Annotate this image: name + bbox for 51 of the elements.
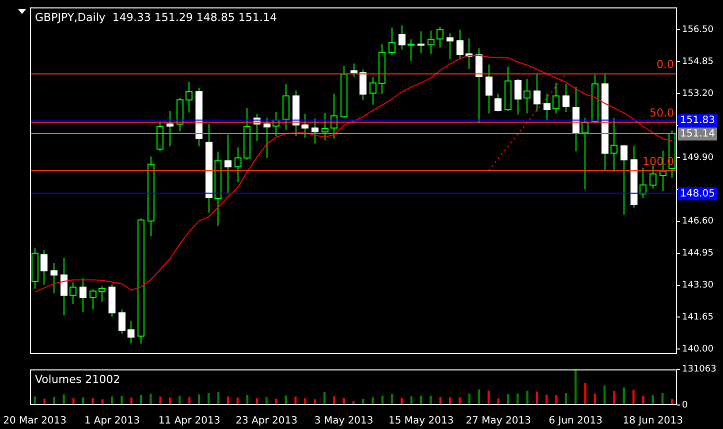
bar xyxy=(642,396,644,405)
y-tick-label: 131063 xyxy=(682,364,716,375)
y-tick-label: 153.20 xyxy=(682,88,714,99)
bar xyxy=(246,394,248,405)
bar xyxy=(671,398,674,405)
y-tick-label: 143.30 xyxy=(682,280,714,291)
chart-title: GBPJPY,Daily 149.33 151.29 148.85 151.14 xyxy=(35,10,277,24)
x-tick-label: 27 May 2013 xyxy=(466,416,531,427)
candlestick xyxy=(408,39,414,62)
y-tick-label: 154.85 xyxy=(682,56,714,67)
x-tick-label: 3 May 2013 xyxy=(314,416,374,427)
x-tick-label: 11 Apr 2013 xyxy=(158,416,220,427)
y-tick-label: 0 xyxy=(682,400,688,410)
bar xyxy=(488,390,490,405)
y-tick-label: 140.00 xyxy=(682,344,714,355)
bar xyxy=(584,382,586,405)
x-tick-label: 20 Mar 2013 xyxy=(3,416,67,427)
x-tick-label: 23 Apr 2013 xyxy=(236,416,298,427)
bar xyxy=(92,398,94,405)
bar xyxy=(613,390,616,405)
bar xyxy=(150,394,152,405)
annotation: 0.0 xyxy=(656,58,674,72)
bar xyxy=(34,396,36,405)
y-tick-label: 156.50 xyxy=(682,25,714,36)
bar xyxy=(400,398,403,405)
bar xyxy=(555,395,558,405)
bar xyxy=(526,390,528,405)
bar xyxy=(120,396,123,405)
annotation: 50.0 xyxy=(650,106,674,120)
bar xyxy=(275,398,278,405)
bar xyxy=(62,394,65,405)
bar xyxy=(458,397,461,405)
candlestick xyxy=(418,31,424,54)
bar xyxy=(304,398,306,405)
x-tick-label: 18 Jun 2013 xyxy=(622,416,683,427)
x-tick-label: 6 Jun 2013 xyxy=(548,416,603,427)
x-tick-label: 1 Apr 2013 xyxy=(84,416,140,427)
ref-line-label: 151.83 xyxy=(680,115,715,126)
bar xyxy=(430,396,432,405)
x-tick-label: 15 May 2013 xyxy=(388,416,454,427)
y-tick-label: 146.60 xyxy=(682,216,714,227)
y-tick-label: 144.95 xyxy=(682,248,714,259)
bar xyxy=(178,396,181,405)
ref-line-label: 151.14 xyxy=(680,128,715,140)
bar xyxy=(217,392,220,405)
chart-title: Volumes 21002 xyxy=(35,372,120,386)
y-tick-label: 149.90 xyxy=(682,152,714,163)
y-tick-label: 141.65 xyxy=(682,312,714,323)
bar xyxy=(333,396,336,405)
bar xyxy=(372,397,374,405)
ref-line-label: 148.05 xyxy=(680,188,715,200)
